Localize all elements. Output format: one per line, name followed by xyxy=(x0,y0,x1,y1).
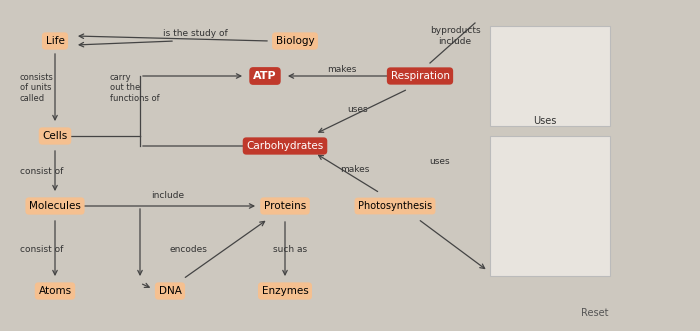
Text: Reset: Reset xyxy=(580,308,608,318)
Text: consist of: consist of xyxy=(20,245,64,254)
Text: such as: such as xyxy=(273,245,307,254)
Text: consist of: consist of xyxy=(20,166,64,175)
FancyBboxPatch shape xyxy=(490,26,610,126)
Text: Proteins: Proteins xyxy=(264,201,306,211)
Text: uses: uses xyxy=(430,157,450,166)
Text: Cells: Cells xyxy=(43,131,68,141)
Text: consists
of units
called: consists of units called xyxy=(20,73,54,103)
Text: Uses: Uses xyxy=(533,116,556,126)
Text: Life: Life xyxy=(46,36,64,46)
Text: Respiration: Respiration xyxy=(391,71,449,81)
Text: byproducts
include: byproducts include xyxy=(430,26,480,46)
Text: makes: makes xyxy=(328,65,357,73)
Text: ATP: ATP xyxy=(253,71,276,81)
Text: Molecules: Molecules xyxy=(29,201,81,211)
Text: makes: makes xyxy=(340,165,370,173)
Text: uses: uses xyxy=(348,105,368,114)
Text: Photosynthesis: Photosynthesis xyxy=(358,201,432,211)
Text: include: include xyxy=(151,192,185,201)
Text: is the study of: is the study of xyxy=(162,28,228,37)
Text: carry
out the
functions of: carry out the functions of xyxy=(110,73,160,103)
Text: Carbohydrates: Carbohydrates xyxy=(246,141,323,151)
Text: Enzymes: Enzymes xyxy=(262,286,309,296)
Text: encodes: encodes xyxy=(169,245,207,254)
Text: Biology: Biology xyxy=(276,36,314,46)
Text: DNA: DNA xyxy=(159,286,181,296)
Text: Atoms: Atoms xyxy=(38,286,71,296)
FancyBboxPatch shape xyxy=(490,136,610,276)
